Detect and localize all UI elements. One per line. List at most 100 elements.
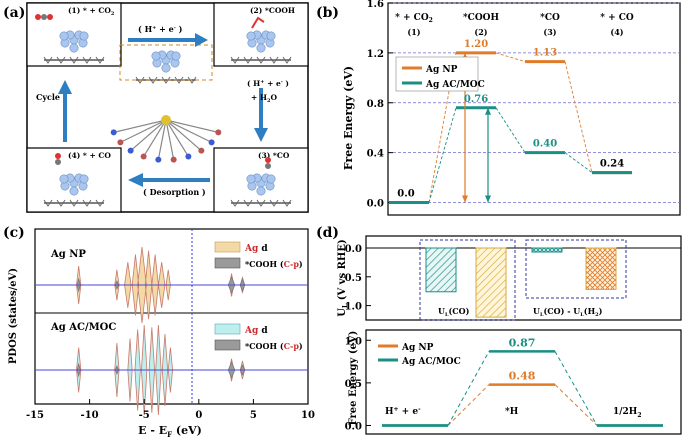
panel-c-ylabel: PDOS (states/eV)	[8, 268, 19, 364]
panel-c-xtick-label: 10	[301, 410, 315, 421]
moc-bond-icon	[157, 119, 167, 160]
panel-b-legend-box	[395, 56, 479, 92]
panel-c-xtick-label: 0	[195, 410, 202, 421]
panel-b-label: (b)	[316, 5, 339, 21]
svg-text:Ag AC/MOC: Ag AC/MOC	[401, 357, 461, 367]
panel-b-ytick-label: 0.8	[367, 99, 384, 110]
frame-2-title: (2) *COOH	[250, 6, 295, 15]
panel-c-xtick-label: -15	[26, 410, 44, 421]
panel-c-label: (c)	[3, 225, 25, 241]
panel-b-ytick-label: 0.4	[367, 149, 384, 160]
energy-connector-np	[495, 52, 526, 63]
ag-cluster-3-icon	[230, 173, 292, 207]
panel-b-value-label: 1.13	[533, 48, 557, 59]
moc-bond-icon	[165, 119, 212, 143]
energy-connector-ac-moc	[428, 107, 457, 203]
pdos-ag-np-d-mirror	[35, 284, 308, 324]
panel-d-top-frame	[365, 235, 682, 321]
panel-b-value-label: 0.76	[464, 94, 488, 105]
panel-d-bottom-frame	[365, 329, 682, 435]
moc-bond-icon	[165, 119, 202, 152]
panel-b-category-label: * + CO	[600, 13, 634, 23]
panel-b-category-label: *CO	[540, 13, 560, 23]
energy-connector-ac-moc	[495, 107, 526, 153]
ul-diff-box	[525, 239, 627, 299]
panel-b-legend-label: Ag AC/MOC	[425, 80, 485, 90]
panel-b-value-label: 1.20	[464, 39, 488, 50]
h-value-np: 0.48	[509, 370, 536, 383]
svg-text:+ H2O: + H2O	[251, 93, 277, 104]
panel-d-top-ytick-label: 0.0	[345, 244, 362, 255]
moc-atom-icon	[117, 139, 124, 146]
moc-bond-icon	[165, 119, 219, 133]
ag-cluster-2-icon	[230, 30, 292, 64]
frame-1-title: (1) * + CO2	[68, 6, 115, 17]
moc-bond-icon	[165, 119, 175, 160]
panel-b-category-number: (1)	[407, 27, 420, 37]
panel-b-legend-label: Ag NP	[425, 65, 458, 75]
panel-b-category-number: (2)	[474, 27, 487, 37]
pdos-np-cooh-mirror	[35, 284, 308, 295]
panel-c-frame	[34, 228, 309, 405]
panel-a: (a) (1) * + CO2 (2) *COOH (4) * + CO (3)…	[3, 2, 309, 213]
pdos-legend-bottom: Ag d *COOH (C-p)	[214, 323, 303, 351]
moc-atom-icon	[155, 156, 162, 163]
panel-b-category-label: *COOH	[463, 13, 500, 23]
pdos-top-label: Ag NP	[50, 249, 86, 260]
ul-bar-np	[585, 247, 617, 290]
panel-b-ytick-label: 1.2	[367, 49, 384, 60]
svg-text:*COOH (C-p): *COOH (C-p)	[245, 259, 303, 269]
arrow-right: ( H+ + e- ) + H2O	[247, 79, 289, 142]
co-adsorbate-c-icon	[265, 163, 271, 169]
moc-atom-icon	[140, 153, 147, 160]
moc-structure-icon	[110, 44, 222, 163]
svg-text:( Desorption ): ( Desorption )	[143, 187, 206, 197]
moc-center-icon	[161, 115, 171, 125]
panel-b-ylabel: Free Energy (eV)	[342, 66, 355, 170]
h-connector-np	[554, 384, 598, 426]
panel-b-axes	[387, 2, 681, 216]
svg-text:Ag d: Ag d	[244, 244, 268, 254]
ul-bar-np	[475, 247, 507, 318]
cooh-adsorbate-icon	[251, 16, 265, 29]
ul-co-box	[419, 239, 516, 321]
panel-b-category-number: (3)	[543, 27, 556, 37]
panel-d-label: (d)	[316, 225, 339, 241]
barrier-arrow-ac-moc-tail	[485, 195, 491, 203]
panel-b: (b) Free Energy (eV) 0.0 0.4 0.8 1.2 1.6 * +…	[316, 0, 681, 216]
svg-text:( H+ + e- ): ( H+ + e- )	[138, 24, 183, 34]
svg-text:( H+ + e- ): ( H+ + e- )	[247, 79, 289, 88]
barrier-arrow-np-tail	[462, 195, 468, 203]
panel-d-bottom-ytick-label: 1.0	[345, 336, 362, 347]
svg-text:Ag d: Ag d	[244, 326, 268, 336]
pdos-ag-ac-d-mirror	[35, 369, 308, 416]
panel-b-value-label: 0.0	[397, 189, 414, 200]
svg-text:Ag NP: Ag NP	[401, 343, 434, 353]
ag-cluster-4-icon	[43, 173, 105, 207]
arrow-left: Cycle	[36, 80, 72, 142]
panel-b-ytick-label: 1.6	[367, 0, 384, 10]
panel-d-bottom-ytick-label: 0.0	[345, 421, 362, 432]
moc-atom-icon	[198, 147, 205, 154]
h-connector-ac-moc	[554, 351, 598, 426]
panel-d-top-ytick-label: 1.0	[345, 302, 362, 313]
co-molecule-icon	[55, 153, 61, 165]
panel-a-border	[26, 2, 309, 213]
panel-b-category-label: * + CO2	[395, 13, 433, 24]
arrow-top: ( H+ + e- )	[128, 24, 208, 47]
barrier-arrow-ac-moc-head	[485, 107, 491, 115]
pdos-np-cooh	[35, 275, 308, 286]
panel-c-xlabel: E - EF (eV)	[138, 424, 202, 439]
moc-atom-icon	[185, 153, 192, 160]
moc-atom-icon	[127, 147, 134, 154]
step-h-star: *H	[505, 407, 519, 417]
pdos-bottom-label: Ag AC/MOC	[50, 322, 116, 333]
ul-co-label: UL(CO)	[438, 306, 470, 318]
step-half-h2: 1/2H2	[613, 407, 642, 419]
frame-1	[26, 2, 122, 67]
moc-bond-icon	[120, 119, 167, 143]
panel-b-category-number: (4)	[610, 27, 623, 37]
panel-b-value-label: 0.24	[600, 159, 624, 170]
frame-4-title: (4) * + CO	[68, 151, 111, 160]
